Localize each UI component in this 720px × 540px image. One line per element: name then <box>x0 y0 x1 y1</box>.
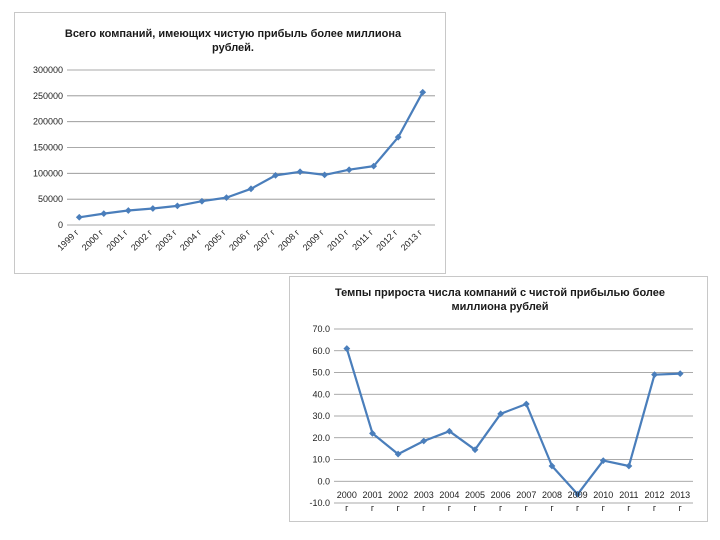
total-x-tick-label: 2008 г <box>276 227 302 253</box>
total-x-tick-label: 2012 г <box>374 227 400 253</box>
growth-x-tick-suffix: г <box>602 503 606 513</box>
total-data-point <box>124 207 132 214</box>
growth-y-tick-label: 0.0 <box>317 476 330 486</box>
chart-companies-total-svg: Всего компаний, имеющих чистую прибыль б… <box>33 28 435 253</box>
total-data-point <box>100 210 108 218</box>
total-x-tick-label: 2003 г <box>153 227 179 253</box>
growth-x-tick-label: 2008 <box>542 490 562 500</box>
total-data-point <box>345 166 353 174</box>
growth-y-tick-label: 20.0 <box>312 433 330 443</box>
chart-growth-rate-svg: Темпы прироста числа компаний с чистой п… <box>309 287 693 513</box>
total-x-tick-label: 2004 г <box>178 227 204 253</box>
growth-y-tick-label: 40.0 <box>312 389 330 399</box>
growth-x-tick-label: 2005 <box>465 490 485 500</box>
total-data-point <box>75 213 83 221</box>
chart-companies-total: Всего компаний, имеющих чистую прибыль б… <box>14 12 446 274</box>
growth-data-point <box>394 450 402 458</box>
total-x-tick-label: 2010 г <box>325 227 351 253</box>
growth-x-tick-label: 2013 <box>670 490 690 500</box>
growth-x-tick-suffix: г <box>473 503 477 513</box>
growth-x-tick-label: 2004 <box>439 490 459 500</box>
growth-x-tick-label: 2012 <box>645 490 665 500</box>
chart-growth-rate: Темпы прироста числа компаний с чистой п… <box>289 276 708 522</box>
total-x-tick-label: 2002 г <box>129 227 155 253</box>
growth-x-tick-label: 2011 <box>619 490 638 500</box>
total-data-point <box>394 133 402 141</box>
total-x-tick-label: 2001 г <box>104 227 130 253</box>
total-y-tick-label: 250000 <box>33 91 63 101</box>
growth-x-tick-suffix: г <box>679 503 683 513</box>
growth-x-tick-label: 2001 <box>362 490 382 500</box>
growth-series-line <box>345 348 681 496</box>
growth-y-tick-label: 50.0 <box>312 368 330 378</box>
total-x-tick-label: 1999 г <box>55 227 81 253</box>
total-y-tick-label: 300000 <box>33 65 63 75</box>
total-data-point <box>174 202 181 210</box>
total-data-point <box>149 205 157 212</box>
total-data-point <box>419 88 427 96</box>
growth-data-point <box>599 457 607 464</box>
growth-title-line: миллиона рублей <box>451 301 548 313</box>
total-title-line: Всего компаний, имеющих чистую прибыль б… <box>65 28 402 40</box>
growth-data-point <box>471 446 479 454</box>
growth-x-tick-suffix: г <box>396 503 400 513</box>
growth-x-tick-label: 2007 <box>516 490 536 500</box>
growth-data-point <box>625 462 633 470</box>
growth-data-point <box>445 427 453 435</box>
growth-x-tick-label: 2002 <box>388 490 408 500</box>
growth-y-tick-label: 10.0 <box>312 455 330 465</box>
growth-x-tick-suffix: г <box>627 503 631 513</box>
total-data-point <box>198 197 206 205</box>
total-x-tick-label: 2006 г <box>227 227 253 253</box>
growth-data-point <box>548 462 556 470</box>
total-data-point <box>370 162 378 170</box>
growth-data-point <box>522 400 530 408</box>
total-y-tick-label: 200000 <box>33 117 63 127</box>
total-data-point <box>223 194 230 202</box>
total-y-tick-label: 100000 <box>33 168 63 178</box>
growth-data-point <box>369 430 376 437</box>
growth-x-tick-label: 2006 <box>491 490 511 500</box>
growth-x-tick-label: 2000 <box>337 490 357 500</box>
total-x-tick-label: 2009 г <box>301 227 327 253</box>
growth-x-tick-suffix: г <box>550 503 554 513</box>
growth-x-tick-suffix: г <box>345 503 349 513</box>
growth-data-point <box>497 410 505 418</box>
growth-y-tick-label: 30.0 <box>312 411 330 421</box>
growth-x-tick-suffix: г <box>653 503 657 513</box>
growth-title-line: Темпы прироста числа компаний с чистой п… <box>335 287 665 299</box>
total-y-tick-label: 0 <box>58 220 63 230</box>
total-x-tick-label: 2000 г <box>80 227 106 253</box>
total-x-tick-label: 2013 г <box>399 227 425 253</box>
growth-x-tick-suffix: г <box>499 503 503 513</box>
growth-data-point <box>676 370 684 377</box>
total-data-point <box>272 172 279 179</box>
growth-x-tick-label: 2003 <box>414 490 434 500</box>
growth-data-point <box>574 490 582 498</box>
growth-x-tick-suffix: г <box>576 503 580 513</box>
growth-x-tick-label: 2010 <box>593 490 613 500</box>
total-data-point <box>321 171 328 179</box>
total-y-tick-label: 50000 <box>38 194 63 204</box>
total-data-point <box>247 185 255 193</box>
total-data-point <box>296 168 304 176</box>
total-series-line <box>79 91 424 219</box>
growth-y-tick-label: -10.0 <box>309 498 330 508</box>
total-y-tick-label: 150000 <box>33 143 63 153</box>
growth-x-tick-suffix: г <box>448 503 452 513</box>
growth-x-tick-label: 2009 <box>568 490 588 500</box>
total-x-tick-label: 2007 г <box>252 227 278 253</box>
growth-x-tick-suffix: г <box>422 503 426 513</box>
total-x-tick-label: 2005 г <box>203 227 229 253</box>
growth-data-point <box>343 345 351 352</box>
growth-y-tick-label: 60.0 <box>312 346 330 356</box>
growth-y-tick-label: 70.0 <box>312 324 330 334</box>
growth-x-tick-suffix: г <box>371 503 375 513</box>
total-x-tick-label: 2011 г <box>350 227 375 252</box>
total-title-line: рублей. <box>212 42 254 54</box>
growth-x-tick-suffix: г <box>525 503 529 513</box>
